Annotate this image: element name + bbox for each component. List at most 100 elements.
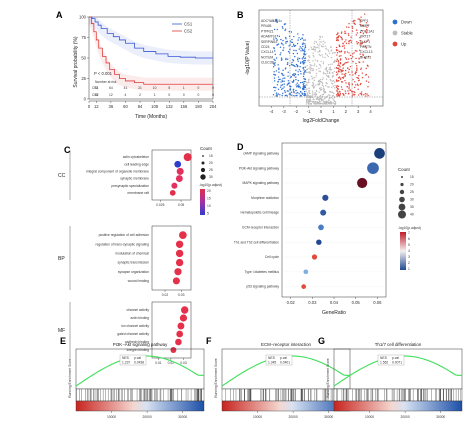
volcano-point-down xyxy=(299,82,302,84)
volcano-point-down xyxy=(286,40,289,43)
volcano-point-down xyxy=(304,53,306,56)
kegg-term-label: Th1 and Th2 cell differentiation xyxy=(234,240,279,244)
down-gene-label: CLEC3B xyxy=(261,61,275,65)
volcano-point-down xyxy=(298,48,300,50)
volcano-point-down xyxy=(303,39,305,41)
volcano-point-stable xyxy=(312,54,314,57)
volcano-point-stable xyxy=(320,78,322,81)
volcano-point-down xyxy=(295,89,297,92)
down-gene-label: ADAMTS1 xyxy=(261,35,277,39)
volcano-point-stable xyxy=(315,72,318,75)
volcano-point-stable xyxy=(305,90,307,93)
volcano-point-stable xyxy=(325,78,328,80)
panel-a-x-tick-label: 0 xyxy=(88,104,91,109)
go-x-tick-label: 0.025 xyxy=(156,203,164,207)
go-term-dot xyxy=(175,338,182,346)
volcano-point-stable xyxy=(334,52,336,54)
volcano-point-down xyxy=(300,61,302,63)
volcano-point-stable xyxy=(324,72,326,75)
count-legend-label: 30 xyxy=(410,198,414,202)
volcano-point-down xyxy=(274,74,277,76)
volcano-point-up xyxy=(341,70,343,73)
volcano-point-stable xyxy=(328,76,330,79)
volcano-point-up xyxy=(354,91,356,94)
panel-b-x-tick-label: 4 xyxy=(369,109,372,114)
volcano-point-down xyxy=(272,66,275,68)
go-term-label: actin binding xyxy=(130,316,149,320)
volcano-point-stable xyxy=(313,65,315,67)
go-x-tick-label: 0.05 xyxy=(178,203,185,207)
volcano-point-up xyxy=(357,42,360,44)
nes-header: NES xyxy=(122,356,130,360)
volcano-point-stable xyxy=(318,53,320,56)
volcano-point-down xyxy=(302,57,304,59)
volcano-point-stable xyxy=(331,52,334,54)
panel-b-letter: B xyxy=(237,10,244,20)
volcano-point-stable xyxy=(321,102,323,105)
volcano-point-up xyxy=(336,54,338,56)
gsea-x-tick-label: 10000 xyxy=(365,415,374,419)
volcano-point-down xyxy=(272,94,275,96)
volcano-point-up xyxy=(349,89,352,91)
volcano-point-up xyxy=(354,71,357,73)
gsea-rank-gradient xyxy=(221,400,351,412)
volcano-point-stable xyxy=(325,100,328,102)
up-gene-label: KRT17 xyxy=(360,35,370,39)
volcano-point-stable xyxy=(308,67,310,70)
volcano-point-up xyxy=(340,86,343,88)
volcano-point-stable xyxy=(319,87,321,89)
pval-value: 0.0438 xyxy=(134,361,144,365)
gsea-y-label: Running Enrichment Score xyxy=(326,358,330,398)
volcano-point-stable xyxy=(321,78,324,81)
volcano-point-down xyxy=(304,57,306,60)
volcano-point-stable xyxy=(312,85,314,87)
volcano-point-up xyxy=(360,68,362,71)
volcano-point-up xyxy=(355,50,358,52)
volcano-point-stable xyxy=(326,95,329,97)
volcano-point-up xyxy=(359,19,361,21)
go-term-label: integral component of organelle membrane xyxy=(86,170,149,174)
go-term-label: modulation of chemical xyxy=(115,252,149,256)
volcano-point-stable xyxy=(322,99,324,101)
go-group-mf: MF channel activity actin binding ion chann… xyxy=(58,301,192,365)
volcano-point-up xyxy=(367,94,369,97)
volcano-point-stable xyxy=(322,61,325,63)
colorbar-tick-label: 5 xyxy=(207,212,209,216)
volcano-point-stable xyxy=(334,103,337,105)
volcano-point-up xyxy=(340,55,342,57)
volcano-point-down xyxy=(301,48,304,50)
volcano-point-up xyxy=(362,53,364,56)
volcano-point-down xyxy=(292,64,294,66)
kegg-term-dot xyxy=(367,162,379,175)
volcano-point-stable xyxy=(329,63,331,66)
gsea-rank-gradient xyxy=(333,400,463,412)
nes-value: 1.345 xyxy=(268,361,276,365)
volcano-point-up xyxy=(365,95,367,97)
volcano-point-stable xyxy=(308,100,311,103)
volcano-point-stable xyxy=(307,102,309,104)
volcano-point-down xyxy=(287,80,290,82)
legend-swatch-up xyxy=(392,41,398,47)
volcano-point-down xyxy=(303,63,305,65)
count-legend-dot xyxy=(400,182,404,187)
volcano-point-down xyxy=(273,71,275,73)
volcano-point-down xyxy=(297,71,299,73)
volcano-point-stable xyxy=(320,66,322,68)
volcano-point-stable xyxy=(321,36,324,38)
volcano-point-down xyxy=(291,45,293,48)
gsea-hits-frame xyxy=(333,388,463,402)
kegg-term-label: Hematopoietic cell lineage xyxy=(241,211,280,215)
volcano-point-up xyxy=(340,69,342,71)
volcano-point-stable xyxy=(322,43,324,45)
legend-swatch-down xyxy=(392,19,398,25)
volcano-point-down xyxy=(277,88,280,91)
volcano-point-stable xyxy=(312,96,314,98)
volcano-point-stable xyxy=(310,46,312,49)
up-gene-label: COL11A1 xyxy=(360,29,374,33)
volcano-point-down xyxy=(278,78,280,81)
volcano-point-down xyxy=(298,84,300,86)
panel-b-y-label: -log10(P Value) xyxy=(245,41,251,76)
volcano-point-up xyxy=(340,32,343,34)
volcano-point-up xyxy=(357,79,360,82)
volcano-point-down xyxy=(275,70,278,72)
